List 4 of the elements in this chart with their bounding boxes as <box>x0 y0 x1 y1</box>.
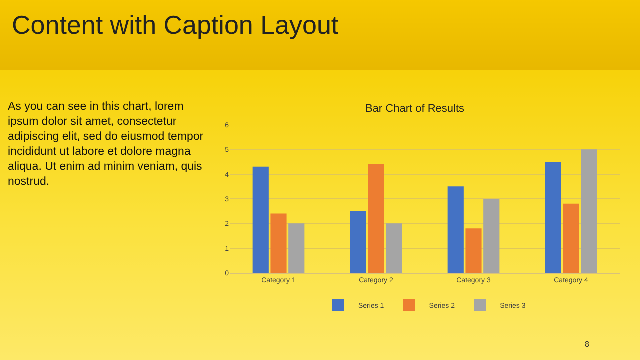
text: 8 <box>585 340 590 349</box>
text: Content with Caption Layout <box>12 10 339 41</box>
chart-title: Bar Chart of Results <box>365 103 466 116</box>
text: As you can see in this chart, lorem ipsum dolor sit amet, consectetur adipiscing elit, sed do eiusmod tempor incididunt ut labore et dolore magna aliqua. Ut enim ad minim veniam, quis nostrud. <box>8 100 205 190</box>
